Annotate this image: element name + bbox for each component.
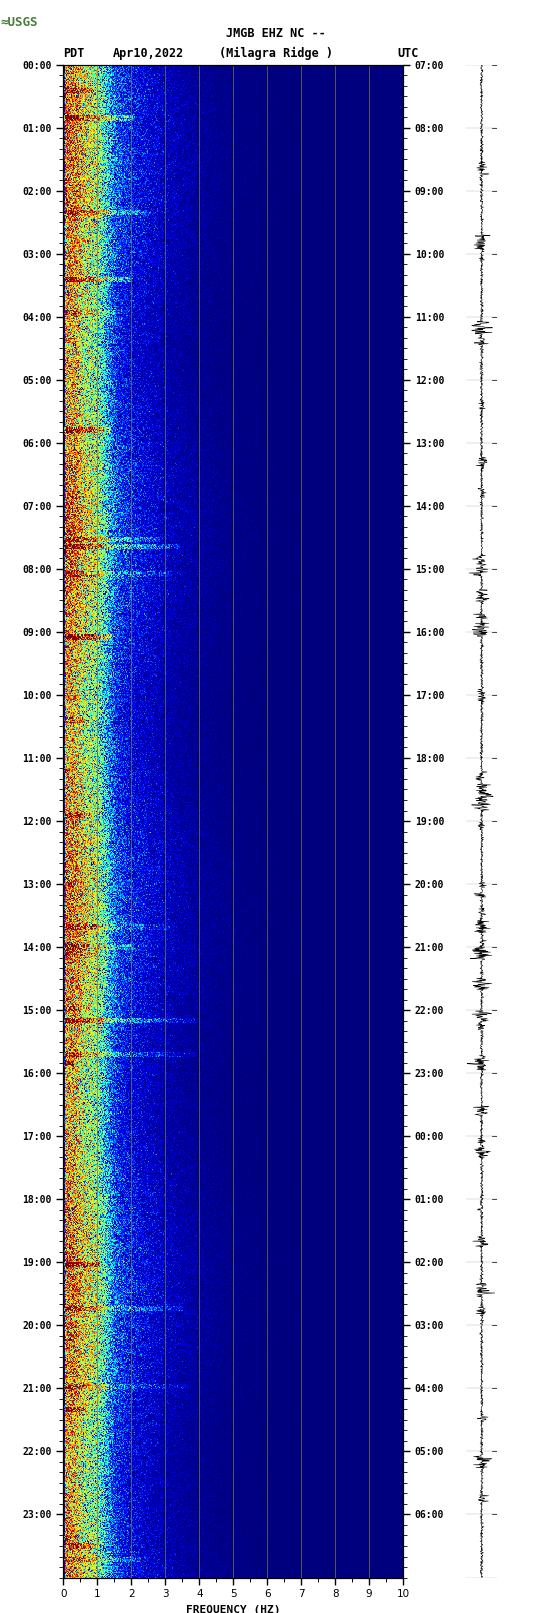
Text: PDT: PDT — [63, 47, 85, 60]
Text: UTC: UTC — [397, 47, 419, 60]
Text: Apr10,2022: Apr10,2022 — [113, 47, 184, 60]
Text: JMGB EHZ NC --: JMGB EHZ NC -- — [226, 27, 326, 40]
Text: (Milagra Ridge ): (Milagra Ridge ) — [219, 47, 333, 60]
Text: USGS: USGS — [8, 15, 41, 27]
Text: ≈USGS: ≈USGS — [1, 16, 38, 29]
X-axis label: FREQUENCY (HZ): FREQUENCY (HZ) — [186, 1605, 280, 1613]
